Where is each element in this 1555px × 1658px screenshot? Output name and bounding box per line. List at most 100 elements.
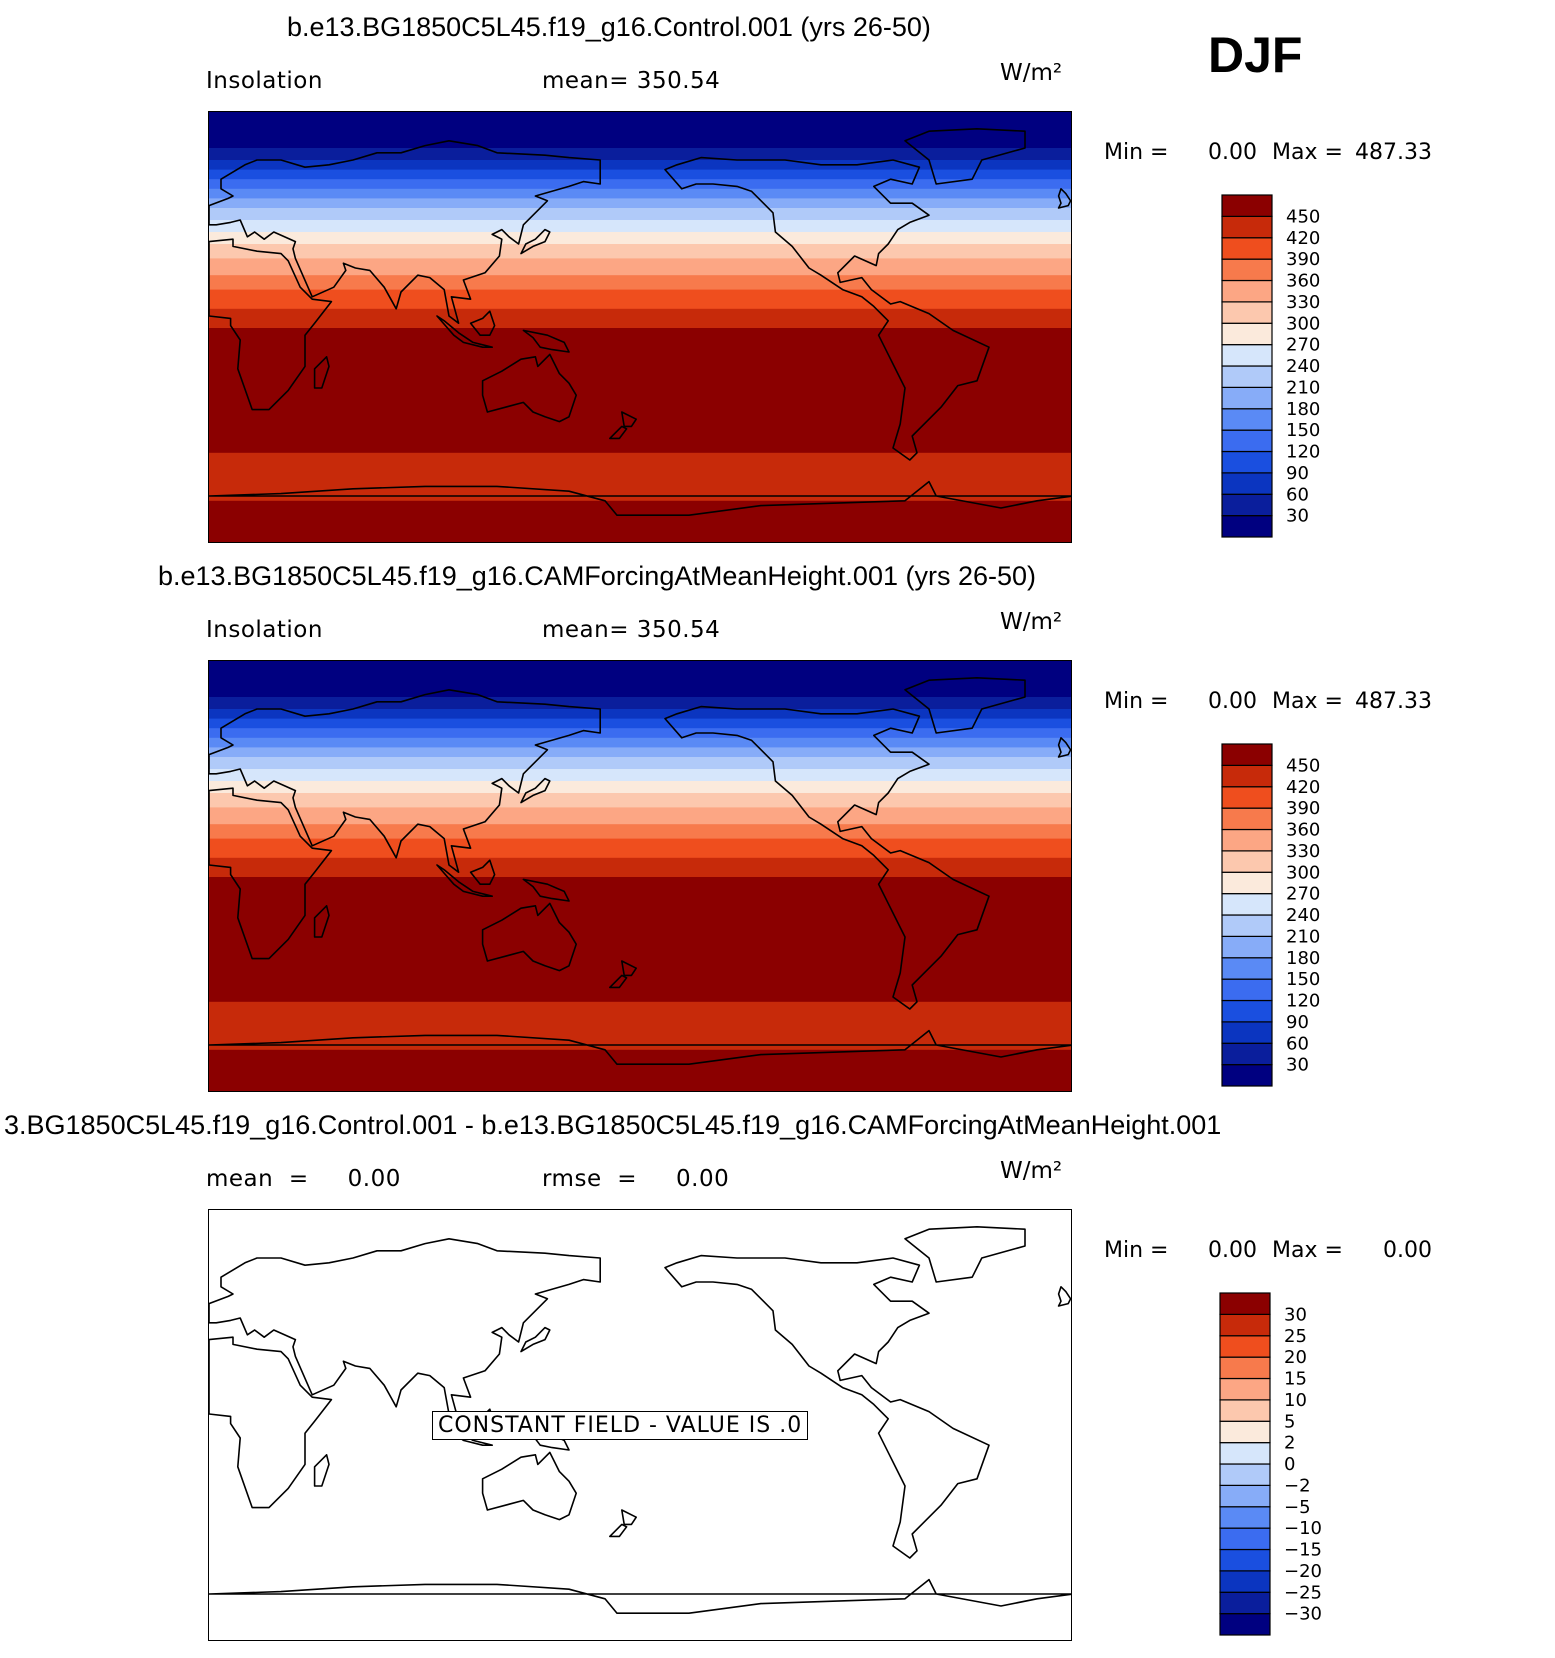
panel-1-variable-label: Insolation [206,68,323,94]
colorbar-box-5 [1221,957,1273,980]
colorbar-box-13 [1221,786,1273,809]
field-band-2 [209,709,1071,720]
colorbar-box-12 [1221,258,1273,282]
australia-coast [481,353,578,423]
field-band-15 [209,877,1071,1003]
newguinea-coast [522,878,570,902]
colorbar-box-8 [1221,893,1273,916]
colorbar-tick-label: 30 [1284,1304,1307,1325]
field-band-11 [209,258,1071,276]
field-band-3 [209,718,1071,729]
panel-2-min-label: Min = [1104,689,1169,714]
africa-coast [209,787,333,960]
colorbar-tick-label: 330 [1286,292,1320,313]
colorbar-tick-label: 300 [1286,862,1320,883]
colorbar-box-6 [1219,1484,1271,1508]
colorbar-box-12 [1219,1356,1271,1380]
panel-3-colorbar: −30 −25 −20 −15 −10 −5 −2 0 2 5 10 15 20 25 30 [1218,1291,1358,1637]
field-band-0 [209,112,1071,149]
field-band-7 [209,208,1071,221]
antarctica-coast [209,1578,1071,1615]
field-band-10 [209,244,1071,259]
colorbar-tick-label: −2 [1284,1475,1311,1496]
newzealand-south-coast [608,1523,628,1538]
colorbar-box-5 [1221,408,1273,431]
colorbar-tick-label: 0 [1284,1454,1295,1475]
colorbar-box-15 [1221,194,1273,217]
africa-coast [209,238,333,411]
americas-coast [664,156,990,461]
madagascar-coast [313,356,330,389]
colorbar-tick-label: −5 [1284,1497,1311,1518]
greenland-coast [904,1225,1026,1283]
colorbar-tick-label: 15 [1284,1369,1307,1390]
australia-coast [481,902,578,972]
colorbar-box-1 [1219,1591,1271,1615]
panel-1-min-label: Min = [1104,140,1169,165]
field-band-16 [209,452,1071,502]
colorbar-tick-label: 240 [1286,905,1320,926]
panel-3-mean-label: mean = 0.00 [206,1166,401,1192]
field-band-5 [209,188,1071,199]
colorbar-box-8 [1221,344,1273,367]
field-band-6 [209,747,1071,758]
colorbar-box-14 [1221,215,1273,239]
panel-3-max-value: 0.00 [1383,1238,1432,1263]
field-band-4 [209,728,1071,739]
colorbar-box-15 [1219,1292,1271,1315]
newzealand-coast [620,411,638,428]
colorbar-tick-label: 390 [1286,798,1320,819]
panel-1-colorbar-svg: 3060901201501802102402703003303603904204… [1221,194,1320,538]
colorbar-box-14 [1219,1313,1271,1337]
field-band-2 [209,160,1071,171]
field-band-0 [209,661,1071,698]
field-band-11 [209,807,1071,825]
panel-1-max-value: 487.33 [1355,140,1432,165]
colorbar-tick-label: 150 [1286,969,1320,990]
madagascar-coast [313,905,330,938]
panel-1-colorbar: 30 60 90 120 150 180 210 240 270 300 330 360 390 420 4… [1220,193,1360,539]
colorbar-tick-label: 270 [1286,884,1320,905]
newzealand-coast [620,1509,638,1526]
colorbar-box-9 [1221,322,1273,346]
panel-2-max-value: 487.33 [1355,689,1432,714]
field-band-6 [209,198,1071,209]
field-band-8 [209,220,1071,233]
colorbar-tick-label: 390 [1286,249,1320,270]
panel-2-mean-label: mean= 350.54 [542,617,721,643]
colorbar-box-3 [1219,1548,1271,1572]
colorbar-box-3 [1221,999,1273,1023]
colorbar-tick-label: 240 [1286,356,1320,377]
constant-field-annotation: CONSTANT FIELD - VALUE IS .0 [432,1411,809,1440]
field-band-1 [209,697,1071,710]
panel-2-title: b.e13.BG1850C5L45.f19_g16.CAMForcingAtMe… [158,561,1037,591]
colorbar-box-9 [1219,1420,1271,1444]
colorbar-tick-label: 180 [1286,948,1320,969]
colorbar-box-7 [1219,1463,1271,1486]
colorbar-tick-label: 30 [1286,506,1309,527]
field-band-17 [209,1049,1071,1091]
colorbar-tick-label: −10 [1284,1518,1322,1539]
colorbar-box-1 [1221,493,1273,517]
uk-coast [1057,188,1071,209]
colorbar-tick-label: 20 [1284,1347,1307,1368]
colorbar-tick-label: −20 [1284,1561,1322,1582]
field-band-7 [209,757,1071,770]
panel-2-colorbar: 30 60 90 120 150 180 210 240 270 300 330 360 390 420 4… [1220,742,1360,1088]
panel-3-title: 3.BG1850C5L45.f19_g16.Control.001 - b.e1… [4,1110,1222,1140]
borneo-coast [469,859,496,885]
colorbar-box-10 [1221,850,1273,873]
colorbar-tick-label: 2 [1284,1433,1295,1454]
colorbar-tick-label: 210 [1286,926,1320,947]
colorbar-tick-label: 120 [1286,991,1320,1012]
panel-2-variable-label: Insolation [206,617,323,643]
newzealand-south-coast [608,974,628,989]
field-band-13 [209,289,1071,310]
panel-1-units: W/m² [1000,60,1063,86]
field-band-14 [209,308,1071,329]
field-band-4 [209,179,1071,190]
field-band-15 [209,328,1071,454]
colorbar-box-11 [1221,279,1273,303]
panel-2-max-label: Max = [1272,689,1343,714]
antarctica-coast [209,480,1071,517]
